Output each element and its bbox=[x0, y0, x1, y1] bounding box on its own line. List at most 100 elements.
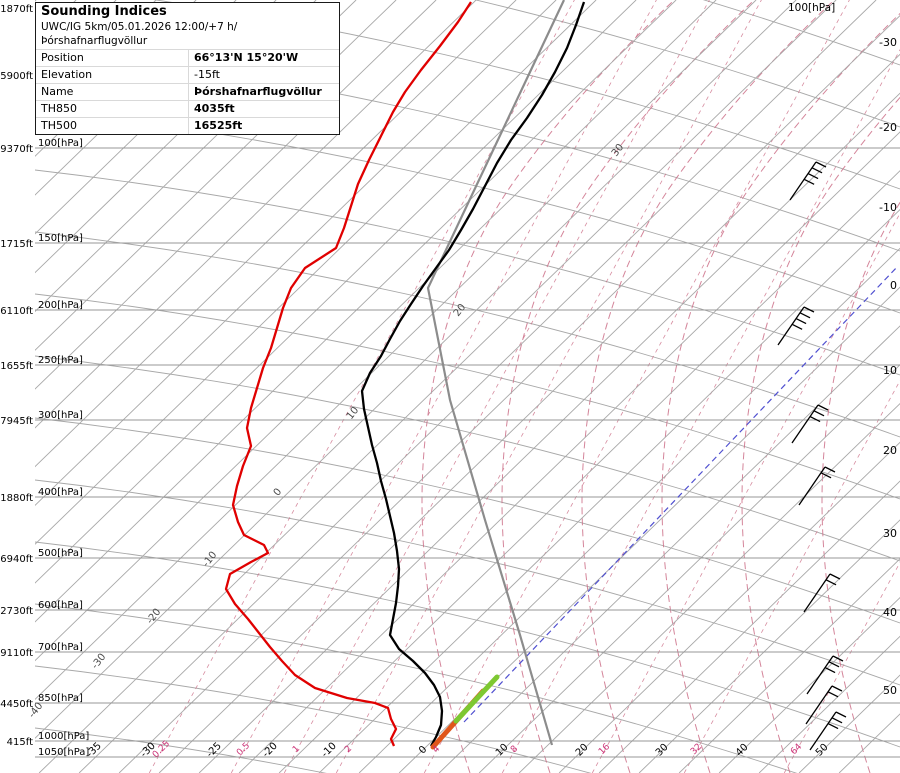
dry-adiabat-line bbox=[35, 417, 900, 624]
altitude-ft-label: 61870ft bbox=[0, 4, 33, 15]
pressure-hpa-label: 300[hPa] bbox=[38, 410, 83, 421]
mixing-ratio-line bbox=[230, 0, 657, 773]
altitude-ft-label: 4450ft bbox=[0, 699, 33, 710]
isotherm-line bbox=[278, 170, 900, 773]
isotherm-line bbox=[158, 53, 900, 773]
indices-row: TH850 4035ft bbox=[36, 100, 339, 118]
indices-table: Position 66°13'N 15°20'W Elevation -15ft Nam… bbox=[36, 50, 339, 134]
right-temp-label: -10 bbox=[879, 201, 897, 214]
pressure-hpa-label: 1050[hPa] bbox=[38, 747, 89, 758]
dry-adiabat-line bbox=[35, 541, 900, 748]
moist-adiabat-line bbox=[421, 0, 676, 773]
altitude-ft-label: 41715ft bbox=[0, 239, 33, 250]
mixing-ratio-label: 4 bbox=[431, 744, 442, 755]
altitude-ft-label: 27945ft bbox=[0, 416, 33, 427]
blue-dashed-line bbox=[463, 265, 899, 723]
mixing-ratio-line bbox=[335, 0, 762, 773]
moist-adiabat-line bbox=[501, 0, 756, 773]
indices-row: Name Þórshafnarflugvöllur bbox=[36, 83, 339, 101]
right-temp-label: 10 bbox=[883, 364, 897, 377]
moist-adiabat-line bbox=[741, 96, 900, 773]
isotherm-line bbox=[438, 325, 900, 773]
altitude-ft-label: 49370ft bbox=[0, 144, 33, 155]
wind-barb bbox=[789, 161, 827, 201]
wind-barb bbox=[777, 306, 815, 346]
altitude-ft-label: 36110ft bbox=[0, 306, 33, 317]
altitude-ft-label: 55900ft bbox=[0, 71, 33, 82]
pressure-hpa-label: 850[hPa] bbox=[38, 693, 83, 704]
right-temp-label: -20 bbox=[879, 121, 897, 134]
dry-adiabat-line bbox=[35, 603, 798, 773]
wind-barb bbox=[798, 466, 836, 506]
pressure-hpa-label: 1000[hPa] bbox=[38, 731, 89, 742]
altitude-ft-label: 9110ft bbox=[0, 648, 33, 659]
dewpoint-curve bbox=[224, 1, 472, 747]
isotherm-line bbox=[598, 480, 900, 773]
green-parcel-marker bbox=[453, 674, 500, 724]
mixing-ratio-line bbox=[591, 212, 900, 773]
isotherm-line bbox=[35, 0, 517, 468]
isotherm-line bbox=[238, 131, 900, 773]
pressure-hpa-label: 200[hPa] bbox=[38, 300, 83, 311]
adiabat-value-label: -30 bbox=[90, 652, 109, 672]
isotherm-line bbox=[198, 92, 900, 773]
dry-adiabat-line bbox=[35, 665, 592, 773]
mixing-ratio-label: 64 bbox=[789, 742, 804, 757]
right-temp-label: 20 bbox=[883, 444, 897, 457]
adiabat-value-label: 0 bbox=[272, 487, 285, 499]
indices-row-value: 16525ft bbox=[188, 117, 339, 134]
isotherm-line bbox=[35, 0, 557, 507]
altitude-ft-label: 415ft bbox=[7, 737, 33, 748]
pressure-hpa-label: 250[hPa] bbox=[38, 355, 83, 366]
isotherm-line bbox=[38, 0, 837, 773]
panel-title: Sounding Indices bbox=[41, 4, 167, 19]
right-temp-label: 40 bbox=[883, 606, 897, 619]
indices-row-value: -15ft bbox=[188, 66, 339, 84]
mixing-ratio-line bbox=[283, 0, 710, 773]
isotherm-line bbox=[398, 286, 900, 773]
parcel-curve bbox=[426, 0, 565, 746]
mixing-ratio-line bbox=[683, 379, 900, 773]
isotherm-line bbox=[35, 0, 757, 701]
isotherm-line bbox=[318, 208, 900, 773]
mixing-ratio-label: 0.5 bbox=[235, 741, 252, 758]
isotherm-line bbox=[35, 0, 797, 739]
isotherm-line bbox=[35, 0, 717, 662]
isotherm-line bbox=[35, 0, 597, 545]
right-temp-label: 0 bbox=[890, 279, 897, 292]
moist-adiabat-line bbox=[821, 201, 900, 773]
pressure-hpa-label: 700[hPa] bbox=[38, 642, 83, 653]
indices-row-label: Name bbox=[41, 85, 74, 98]
wind-barb bbox=[806, 655, 844, 695]
right-temp-label: 50 bbox=[883, 684, 897, 697]
mixing-ratio-label: 2 bbox=[343, 744, 354, 755]
dry-adiabat-line bbox=[35, 727, 327, 773]
indices-row-value: 4035ft bbox=[188, 100, 339, 118]
wind-barb bbox=[803, 573, 841, 613]
dry-adiabat-line bbox=[153, 0, 900, 190]
mixing-ratio-line bbox=[783, 561, 900, 773]
isotherm-line bbox=[638, 519, 900, 773]
curves-layer bbox=[224, 0, 899, 750]
temperature-curve bbox=[360, 1, 586, 747]
mixing-ratio-label: 1 bbox=[291, 744, 302, 755]
mixing-ratio-label: 32 bbox=[689, 742, 704, 757]
isotherm-line bbox=[35, 0, 677, 623]
panel-subtitle: UWC/IG 5km/05.01.2026 12:00/+7 h/Þórshaf… bbox=[36, 20, 339, 50]
indices-row: TH500 16525ft bbox=[36, 117, 339, 134]
mixing-ratio-label: 8 bbox=[509, 744, 520, 755]
right-temp-label: 30 bbox=[883, 527, 897, 540]
altitude-ft-label: 21880ft bbox=[0, 493, 33, 504]
indices-row: Position 66°13'N 15°20'W bbox=[36, 50, 339, 67]
indices-row-value: 66°13'N 15°20'W bbox=[188, 50, 339, 67]
moist-adiabat-line bbox=[581, 0, 836, 773]
isotherm-line bbox=[35, 0, 477, 429]
top-pressure-label: 100[hPa] bbox=[788, 2, 836, 14]
sounding-indices-panel: Sounding Indices UWC/IG 5km/05.01.2026 1… bbox=[35, 2, 340, 135]
pressure-hpa-label: 150[hPa] bbox=[38, 233, 83, 244]
mixing-ratio-line bbox=[501, 48, 900, 773]
altitude-ft-label: 31655ft bbox=[0, 361, 33, 372]
adiabat-value-label: 30 bbox=[610, 142, 627, 159]
right-temp-label: -30 bbox=[879, 36, 897, 49]
